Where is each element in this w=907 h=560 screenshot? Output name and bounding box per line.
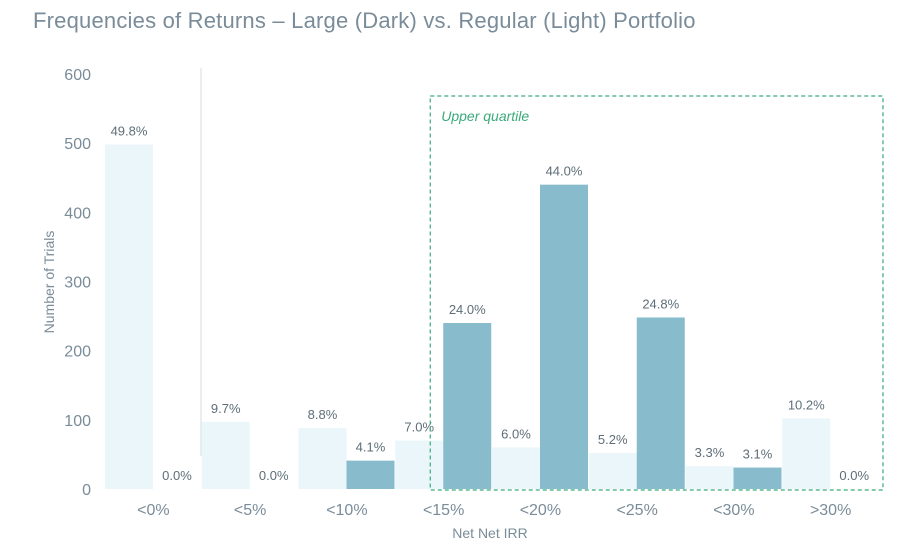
data-label: 0.0% <box>162 468 192 483</box>
data-label: 8.8% <box>308 407 338 422</box>
regular-bar <box>395 440 444 489</box>
y-tick-label: 100 <box>64 413 91 430</box>
large-bar <box>733 467 782 489</box>
x-tick-label: <20% <box>520 502 561 519</box>
data-label: 0.0% <box>839 468 869 483</box>
y-tick-label: 300 <box>64 275 91 292</box>
regular-bar <box>201 421 250 489</box>
data-label: 24.0% <box>449 302 486 317</box>
x-axis-ticks: <0% <5% <10% <15% <20% <25% <30% >30% <box>137 502 851 519</box>
x-tick-label: >30% <box>810 502 851 519</box>
data-label: 7.0% <box>404 420 434 435</box>
regular-bar <box>105 144 153 490</box>
chart-title: Frequencies of Returns – Large (Dark) vs… <box>33 8 696 33</box>
large-bar <box>540 184 588 489</box>
data-label: 9.7% <box>211 401 241 416</box>
x-axis-title: Net Net IRR <box>452 525 527 541</box>
data-label: 44.0% <box>546 164 583 179</box>
x-tick-label: <25% <box>616 502 657 519</box>
data-label: 6.0% <box>501 427 531 442</box>
y-tick-label: 400 <box>64 205 91 222</box>
x-tick-label: <15% <box>423 502 464 519</box>
data-label: 0.0% <box>259 468 289 483</box>
y-tick-label: 600 <box>64 67 91 84</box>
data-label: 24.8% <box>642 296 679 311</box>
data-label: 49.8% <box>111 124 148 139</box>
x-tick-label: <0% <box>137 502 169 519</box>
bars: 49.8% 0.0% 9.7% 0.0% 8.8% 4.1% 7.0% 24.0% 6.0% 44… <box>105 124 870 490</box>
x-tick-label: <5% <box>234 502 266 519</box>
upper-quartile-box <box>429 95 884 491</box>
regular-bar <box>685 466 734 489</box>
x-tick-label: <30% <box>713 502 754 519</box>
regular-bar <box>782 418 831 489</box>
regular-bar <box>588 453 637 489</box>
data-label: 3.3% <box>695 445 725 460</box>
y-axis-ticks: 0 100 200 300 400 500 600 <box>64 67 91 499</box>
data-label: 3.1% <box>743 447 773 462</box>
y-tick-label: 0 <box>82 482 91 499</box>
data-label: 10.2% <box>788 397 825 412</box>
data-label: 5.2% <box>598 432 628 447</box>
large-bar <box>346 460 395 489</box>
large-bar <box>636 317 685 489</box>
y-axis-title: Number of Trials <box>41 231 57 334</box>
y-tick-label: 200 <box>64 344 91 361</box>
large-bar <box>443 323 492 489</box>
regular-bar <box>492 447 540 489</box>
y-tick-label: 500 <box>64 136 91 153</box>
upper-quartile-label: Upper quartile <box>441 108 529 124</box>
data-label: 4.1% <box>356 440 386 455</box>
regular-bar <box>298 428 347 489</box>
x-tick-label: <10% <box>326 502 367 519</box>
